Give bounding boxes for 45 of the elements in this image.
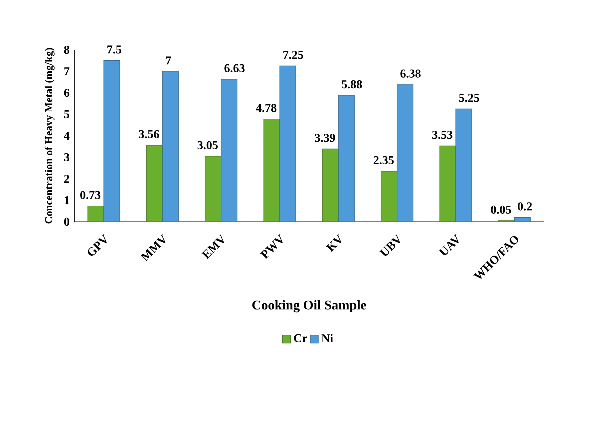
data-label: 7 xyxy=(166,56,172,65)
bar xyxy=(381,171,398,222)
bar xyxy=(338,95,355,222)
bar xyxy=(440,146,456,222)
bar xyxy=(514,217,531,222)
data-label: 3.39 xyxy=(315,134,336,142)
legend-label: Ni xyxy=(322,334,334,343)
y-tick-label: 5 xyxy=(64,110,70,118)
data-label: 5.25 xyxy=(459,94,480,102)
bar xyxy=(104,60,120,222)
bar xyxy=(322,148,339,222)
y-tick-label: 2 xyxy=(64,175,70,183)
bar xyxy=(397,84,414,222)
data-label: 0.73 xyxy=(80,191,101,200)
y-tick-label: 4 xyxy=(64,132,70,140)
bar xyxy=(162,71,179,222)
data-label: 5.88 xyxy=(342,80,362,89)
data-label: 6.63 xyxy=(224,64,245,73)
bar xyxy=(205,156,222,222)
x-axis-title: Cooking Oil Sample xyxy=(252,300,366,313)
y-tick-label: 0 xyxy=(64,218,70,226)
bar xyxy=(221,79,238,222)
x-tick-label: KV xyxy=(326,234,342,252)
legend-label: Cr xyxy=(294,334,308,342)
y-axis-title: Concentration of Heavy Metal (mg/kg) xyxy=(44,48,55,224)
y-tick-label: 7 xyxy=(64,68,70,76)
y-tick-label: 1 xyxy=(64,196,70,204)
data-label: 7.25 xyxy=(284,51,304,60)
y-tick-label: 8 xyxy=(64,46,70,54)
bar xyxy=(264,118,280,222)
data-label: 7.5 xyxy=(108,46,122,54)
bar xyxy=(88,206,104,222)
bar xyxy=(280,66,296,222)
data-label: 3.05 xyxy=(198,141,218,150)
data-label: 2.35 xyxy=(374,156,394,165)
data-label: 3.53 xyxy=(432,131,453,140)
data-label: 0.05 xyxy=(491,206,512,214)
y-tick-label: 3 xyxy=(64,153,70,162)
bar xyxy=(146,145,163,222)
y-tick-label: 6 xyxy=(64,88,70,98)
bar xyxy=(456,108,472,222)
data-label: 4.78 xyxy=(256,104,277,112)
data-label: 3.56 xyxy=(139,130,160,139)
data-label: 6.38 xyxy=(400,70,421,78)
data-label: 0.2 xyxy=(518,202,532,211)
